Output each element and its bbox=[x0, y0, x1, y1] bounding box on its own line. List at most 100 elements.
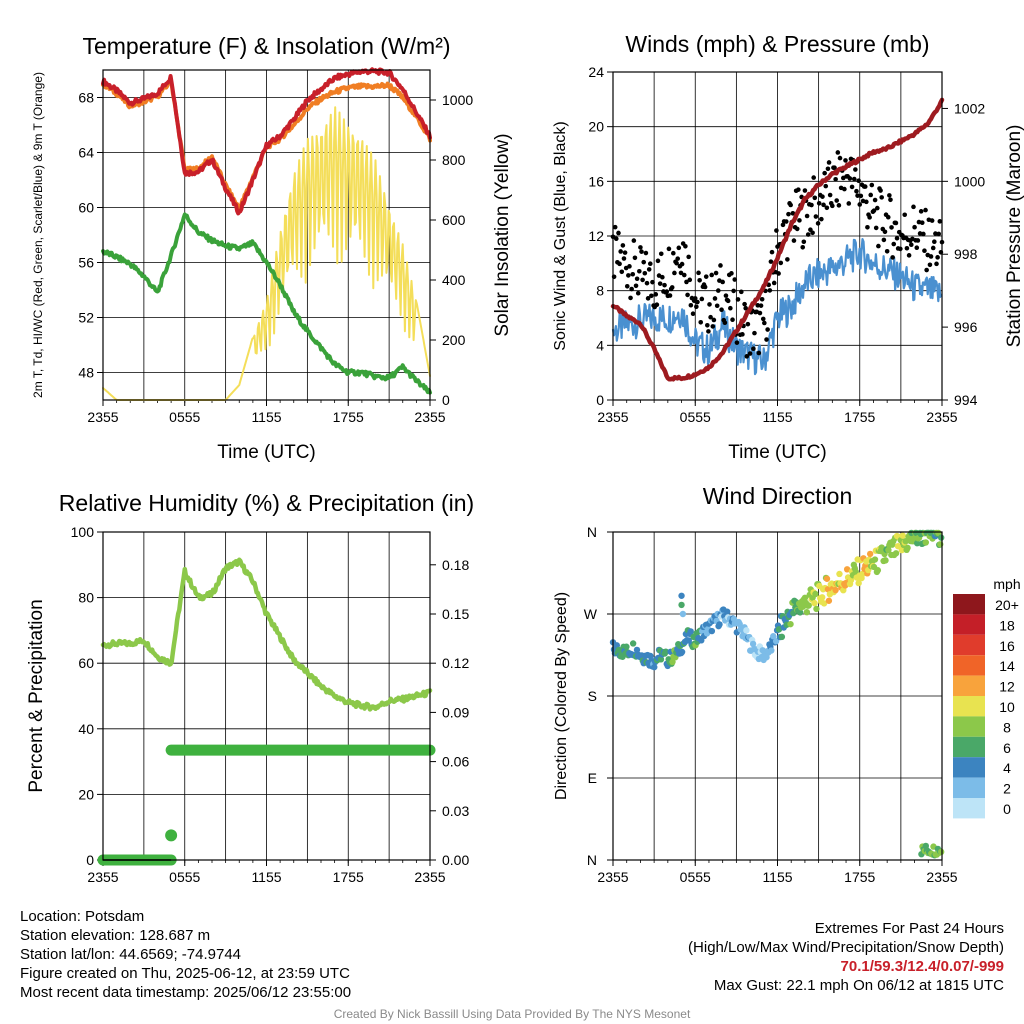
x-tick-label: 1155 bbox=[251, 869, 281, 885]
chart-panel-2: 0 4 8 12 16 20 24 994 996 998 1000 1002 2355 0555 1155… bbox=[552, 31, 1024, 463]
gust-point bbox=[805, 232, 811, 237]
gust-point bbox=[685, 292, 690, 298]
gust-point bbox=[922, 248, 927, 254]
direction-point bbox=[678, 648, 686, 656]
y-axis-label: Percent & Precipitation bbox=[26, 599, 47, 792]
series-line-2m-td bbox=[101, 212, 432, 395]
latlon-text: Station lat/lon: 44.6569; -74.9744 bbox=[20, 946, 242, 963]
gust-point bbox=[868, 192, 874, 198]
direction-point bbox=[937, 848, 945, 856]
y-axis-label: Direction (Colored By Speed) bbox=[553, 592, 570, 800]
gust-point bbox=[708, 314, 713, 320]
gust-point bbox=[675, 256, 681, 261]
gust-point bbox=[637, 268, 642, 274]
direction-point bbox=[647, 652, 654, 660]
gust-point bbox=[620, 243, 626, 248]
speed-colorbar: mph 20+ 18 16 14 12 10 8 6 4 2 0 bbox=[953, 576, 1021, 819]
gust-point bbox=[688, 302, 694, 308]
x-tick-label: 1155 bbox=[251, 409, 281, 425]
gust-point bbox=[613, 236, 619, 242]
gust-point bbox=[719, 307, 724, 313]
direction-point bbox=[922, 539, 930, 546]
gust-point bbox=[833, 176, 838, 182]
gust-point bbox=[929, 218, 935, 223]
gust-point bbox=[628, 295, 633, 301]
gust-point bbox=[843, 158, 848, 163]
direction-point bbox=[708, 627, 716, 635]
precipitation-point bbox=[165, 829, 178, 842]
y2-tick-label: 0.12 bbox=[442, 655, 469, 671]
gust-point bbox=[924, 267, 929, 273]
gust-point bbox=[752, 330, 757, 336]
gust-point bbox=[878, 188, 883, 193]
x-tick-label: 2355 bbox=[87, 869, 118, 885]
gust-point bbox=[776, 271, 781, 276]
x-tick-label: 2355 bbox=[414, 869, 445, 885]
gust-point bbox=[698, 319, 704, 325]
direction-point bbox=[894, 542, 902, 550]
gust-point bbox=[649, 293, 654, 299]
colorbar-unit: mph bbox=[993, 576, 1020, 592]
gust-point bbox=[826, 160, 832, 165]
gust-point bbox=[783, 219, 789, 224]
gust-point bbox=[634, 276, 640, 282]
direction-point bbox=[743, 627, 750, 634]
gust-point bbox=[644, 280, 650, 286]
direction-point bbox=[832, 586, 839, 594]
y-tick-label: 100 bbox=[71, 524, 95, 540]
gust-point bbox=[923, 207, 928, 213]
gust-point bbox=[653, 292, 659, 297]
gust-point bbox=[616, 230, 621, 236]
gust-point bbox=[745, 321, 751, 327]
direction-point bbox=[633, 646, 641, 654]
gust-point bbox=[825, 166, 831, 172]
gust-point bbox=[758, 303, 764, 308]
y-tick-label: 52 bbox=[78, 310, 94, 326]
gust-point bbox=[824, 205, 830, 211]
gust-point bbox=[820, 194, 825, 199]
y-tick-label: S bbox=[588, 688, 597, 704]
gust-point bbox=[672, 270, 677, 276]
direction-points bbox=[609, 529, 945, 859]
y-tick-label: 8 bbox=[596, 283, 604, 299]
colorbar-swatch bbox=[953, 716, 985, 737]
colorbar-label: 0 bbox=[1003, 801, 1011, 817]
gust-point bbox=[720, 279, 725, 285]
direction-point bbox=[885, 546, 892, 554]
gust-point bbox=[813, 214, 819, 219]
direction-point bbox=[899, 532, 906, 539]
series-line-station-pressure bbox=[610, 97, 945, 382]
gust-point bbox=[873, 225, 879, 231]
y2-tick-label: 0.03 bbox=[442, 803, 469, 819]
colorbar-label: 20+ bbox=[995, 597, 1019, 613]
max-gust-text: Max Gust: 22.1 mph On 06/12 at 1815 UTC bbox=[713, 977, 1004, 994]
gust-point bbox=[618, 249, 623, 254]
gust-point bbox=[830, 203, 835, 209]
gust-point bbox=[707, 302, 712, 307]
gust-point bbox=[658, 251, 664, 257]
gust-point bbox=[732, 277, 738, 282]
gust-point bbox=[684, 279, 689, 285]
x-tick-label: 0555 bbox=[169, 869, 200, 885]
y-tick-label: W bbox=[584, 606, 598, 622]
gust-point bbox=[935, 255, 940, 260]
gust-point bbox=[735, 297, 741, 302]
colorbar-swatch bbox=[953, 614, 985, 635]
x-tick-label: 2355 bbox=[414, 409, 445, 425]
gust-point bbox=[759, 296, 765, 302]
gust-point bbox=[731, 288, 736, 294]
y-tick-label: 80 bbox=[78, 590, 94, 606]
gust-point bbox=[796, 187, 801, 192]
gust-point bbox=[699, 296, 705, 302]
gust-point bbox=[723, 293, 729, 298]
gust-point bbox=[847, 176, 853, 181]
gust-point bbox=[914, 245, 920, 250]
y-tick-label: 16 bbox=[588, 173, 604, 189]
gust-point bbox=[802, 188, 808, 193]
gust-point bbox=[671, 250, 676, 256]
gust-point bbox=[756, 350, 762, 356]
direction-point bbox=[813, 605, 820, 613]
colorbar-label: 4 bbox=[1003, 760, 1011, 776]
gust-point bbox=[928, 254, 934, 259]
direction-point bbox=[811, 599, 818, 607]
